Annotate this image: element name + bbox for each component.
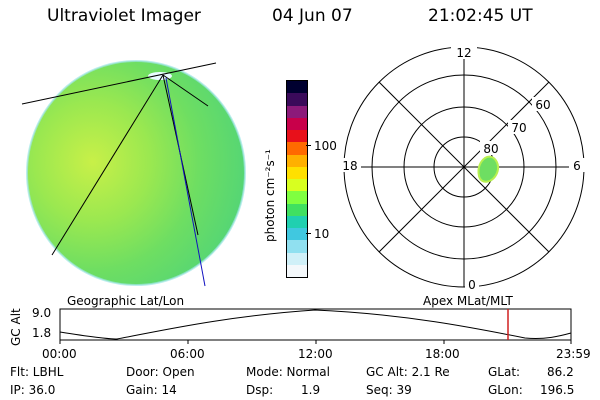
lat-label-60: 60 — [535, 98, 550, 112]
color-scale-segment — [287, 203, 307, 216]
time-tick-1200: 12:00 — [298, 347, 333, 361]
observation-time: 21:02:45 UT — [428, 6, 533, 26]
color-scale-segment — [287, 130, 307, 143]
color-scale-segment — [287, 179, 307, 192]
color-scale-segment — [287, 252, 307, 265]
colorbar-tick-10: 10 — [314, 227, 330, 241]
earth-disk — [27, 61, 245, 285]
time-tick-0600: 06:00 — [170, 347, 205, 361]
dsp-value: 1.9 — [301, 383, 321, 397]
orbit-track — [165, 77, 206, 287]
earth-disk-image — [21, 60, 246, 287]
auroral-oval — [477, 155, 499, 183]
color-scale-segment — [287, 142, 307, 155]
time-tick-2359: 23:59 — [556, 347, 591, 361]
gc-alt-tick-max: 9.0 — [32, 306, 52, 320]
gc-alt-tick-min: 1.8 — [32, 326, 52, 340]
altitude-curve — [59, 309, 572, 340]
seq-info: Seq: 39 — [366, 383, 412, 397]
geographic-caption: Geographic Lat/Lon — [67, 294, 185, 308]
lat-label-70: 70 — [511, 121, 526, 135]
glat-label: GLat: — [488, 365, 521, 379]
glon-label: GLon: — [488, 383, 523, 397]
observation-date: 04 Jun 07 — [272, 6, 353, 26]
color-scale-segment — [287, 228, 307, 241]
time-tick-0000: 00:00 — [42, 347, 77, 361]
polar-mlt-plot: 12 18 6 0 60 70 80 — [339, 45, 585, 292]
mlt-label-12: 12 — [456, 46, 471, 60]
glon-value: 196.5 — [540, 383, 575, 397]
color-scale-segment — [287, 240, 307, 253]
color-scale-segment — [287, 105, 307, 118]
mlt-label-18: 18 — [342, 159, 357, 173]
colorbar-tick-100: 100 — [314, 139, 337, 153]
lat-label-80: 80 — [483, 142, 498, 156]
color-scale-segment — [287, 117, 307, 130]
color-scale-segment — [287, 166, 307, 179]
color-scale-segment — [287, 191, 307, 204]
gain-info: Gain: 14 — [126, 383, 177, 397]
color-scale-segment — [287, 264, 307, 277]
filter-info: Flt: LBHL — [10, 365, 64, 379]
mlt-label-6: 6 — [573, 159, 581, 173]
colorbar-unit-label: photon cm⁻²s⁻¹ — [263, 149, 277, 242]
color-scale-segment — [287, 93, 307, 106]
ip-info: IP: 36.0 — [10, 383, 56, 397]
color-scale-segment — [287, 81, 307, 94]
dsp-label: Dsp: — [246, 383, 274, 397]
color-scale-bar — [286, 80, 308, 278]
mlt-label-0: 0 — [468, 278, 476, 292]
apex-caption: Apex MLat/MLT — [423, 294, 513, 308]
time-tick-1800: 18:00 — [425, 347, 460, 361]
gc-alt-info: GC Alt: 2.1 Re — [366, 365, 450, 379]
mode-info: Mode: Normal — [246, 365, 330, 379]
altitude-timeline — [59, 308, 572, 344]
gc-alt-axis-label: GC Alt — [9, 308, 23, 346]
color-scale-segment — [287, 154, 307, 167]
door-info: Door: Open — [126, 365, 195, 379]
instrument-title: Ultraviolet Imager — [47, 6, 201, 26]
glat-value: 86.2 — [547, 365, 574, 379]
color-scale-segment — [287, 215, 307, 228]
